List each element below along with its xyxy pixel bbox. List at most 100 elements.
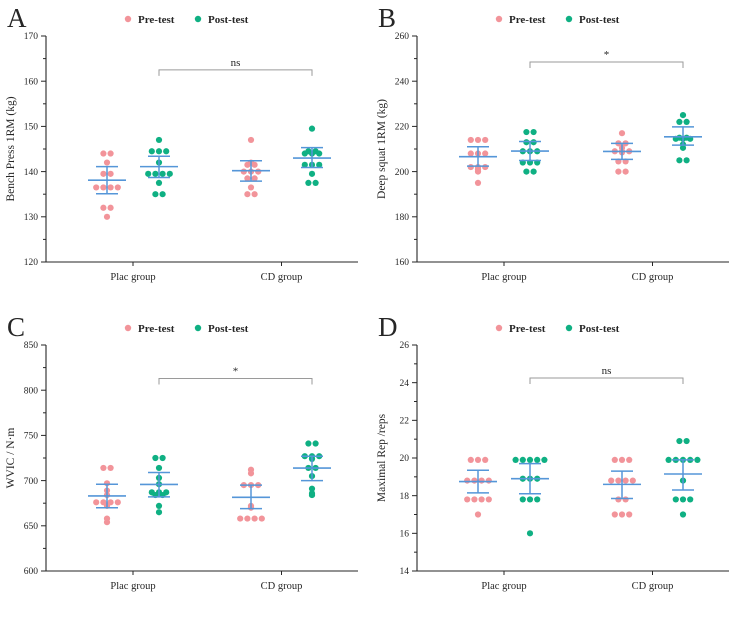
x-category-label: CD group (261, 272, 303, 283)
data-point (240, 168, 247, 175)
data-point (148, 148, 155, 155)
data-point (467, 150, 474, 157)
data-point (244, 515, 251, 522)
y-axis-title: Deep squat 1RM (kg) (376, 99, 388, 199)
data-point (255, 168, 262, 175)
data-point (474, 136, 482, 144)
y-tick-label: 700 (24, 477, 39, 487)
data-point (103, 519, 111, 526)
data-point (251, 175, 258, 182)
significance-label: * (233, 365, 239, 377)
legend-pre-marker (495, 15, 503, 23)
panel-b: B Pre-test Post-test 160 180 200 220 240 260 Plac… (371, 0, 742, 309)
data-point (474, 179, 482, 186)
data-point (615, 168, 622, 175)
data-point (305, 179, 312, 186)
significance-label: ns (231, 57, 241, 69)
legend-post-label: Post-test (579, 323, 620, 335)
y-tick-label: 260 (395, 32, 410, 42)
y-tick-label: 220 (395, 123, 410, 133)
y-tick-label: 850 (24, 341, 39, 351)
data-point (676, 157, 683, 164)
data-point (615, 477, 622, 484)
data-point (512, 456, 519, 463)
data-point (467, 136, 474, 144)
data-point (679, 496, 687, 503)
data-point (482, 163, 489, 171)
data-point (519, 456, 526, 463)
y-tick-label: 650 (24, 522, 39, 532)
y-tick-label: 22 (400, 417, 410, 427)
data-point (665, 456, 672, 463)
data-point (114, 499, 121, 506)
data-point (526, 456, 534, 463)
data-point (107, 150, 114, 157)
chart-panel-b: B Pre-test Post-test 160 180 200 220 240 260 Plac… (376, 3, 729, 283)
data-point (159, 170, 166, 177)
y-tick-label: 160 (24, 77, 39, 87)
y-tick-label: 14 (400, 567, 410, 577)
panel-d: D Pre-test Post-test 14 16 18 20 22 24 26 Plac gro… (371, 309, 742, 618)
legend-post-marker (194, 324, 202, 332)
data-point (155, 502, 163, 510)
data-point (485, 496, 492, 503)
data-point (526, 496, 534, 503)
data-point (301, 150, 308, 157)
data-point (251, 161, 258, 168)
chart-panel-d: D Pre-test Post-test 14 16 18 20 22 24 26 Plac gro… (376, 312, 729, 592)
significance-label: ns (602, 365, 612, 377)
data-point (312, 440, 319, 447)
data-point (107, 464, 114, 472)
data-point (530, 168, 537, 175)
panel-a: A Pre-test Post-test 120 130 140 150 160 170 Plac… (0, 0, 371, 309)
data-point (155, 148, 163, 155)
data-point (145, 170, 152, 177)
y-tick-label: 24 (400, 379, 410, 389)
data-point (258, 515, 265, 522)
panel-c: C Pre-test Post-test 600 650 700 750 800 850 Plac… (0, 309, 371, 618)
legend-pre-label: Pre-test (509, 323, 546, 335)
data-point (316, 150, 323, 157)
data-point (679, 511, 687, 518)
data-point (676, 118, 683, 125)
data-point (679, 144, 687, 151)
data-point (247, 470, 255, 477)
significance-bracket (529, 61, 684, 68)
legend-post-label: Post-test (208, 14, 249, 26)
data-point (471, 496, 478, 503)
legend-post-marker (565, 15, 573, 23)
data-point (679, 112, 687, 119)
data-point (244, 161, 251, 168)
y-tick-label: 26 (400, 341, 410, 351)
significance-label: * (604, 49, 610, 61)
y-tick-label: 160 (395, 258, 410, 268)
data-point (100, 170, 107, 177)
data-point (676, 437, 683, 445)
data-point (155, 136, 163, 144)
x-category-label: Plac group (110, 272, 155, 283)
data-point (244, 175, 251, 182)
data-point (308, 170, 316, 177)
data-point (687, 496, 694, 503)
data-point (100, 464, 107, 472)
data-point (244, 191, 251, 198)
y-tick-label: 20 (400, 454, 410, 464)
y-tick-label: 180 (395, 213, 410, 223)
data-point (611, 511, 618, 518)
data-point (530, 128, 537, 136)
data-point (247, 184, 255, 191)
legend-post-marker (565, 324, 573, 332)
data-point (159, 454, 166, 462)
x-category-label: CD group (632, 581, 674, 592)
data-point (672, 496, 679, 503)
panel-letter: B (378, 3, 396, 33)
y-tick-label: 150 (24, 123, 39, 133)
x-category-label: Plac group (110, 581, 155, 592)
data-point (103, 213, 111, 220)
data-point (93, 499, 100, 506)
data-point (100, 204, 107, 211)
data-point (305, 440, 312, 447)
data-point (155, 179, 163, 186)
data-point (155, 464, 163, 472)
data-point (107, 170, 114, 177)
